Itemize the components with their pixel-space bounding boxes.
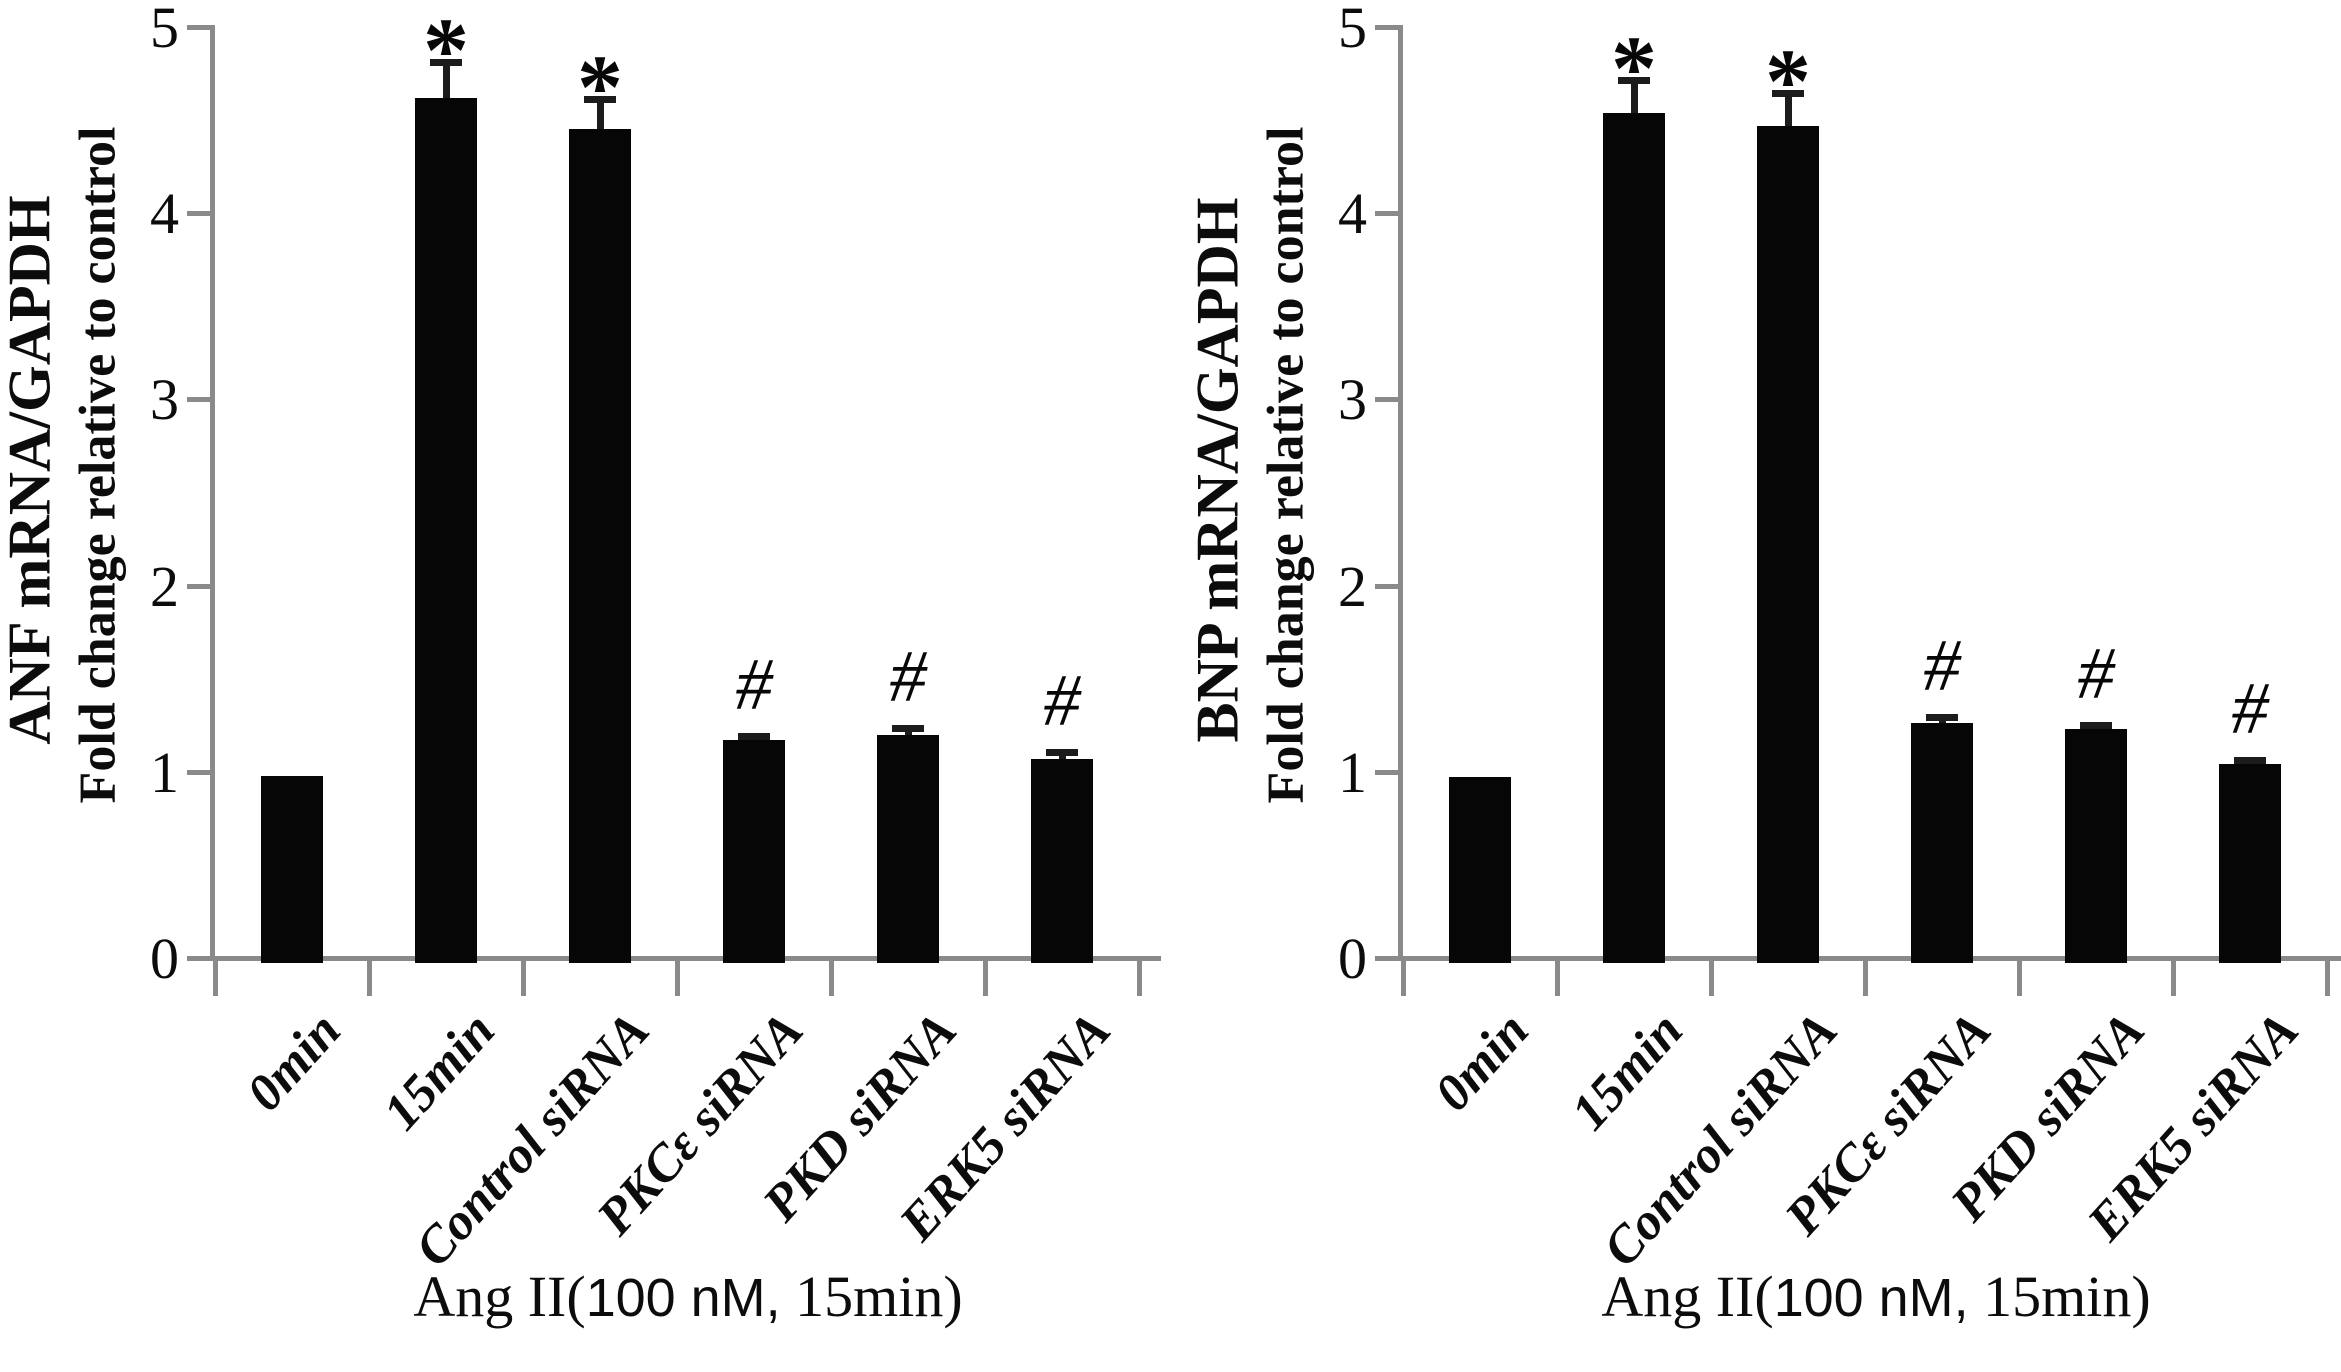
bnp-y-axis (1398, 25, 1403, 961)
anf-x-tick (675, 960, 680, 996)
bnp-x-axis (1398, 956, 2341, 961)
bnp-bar-2 (1603, 112, 1665, 963)
anf-error-bar-cap (892, 725, 924, 733)
bnp-x-tick (2017, 960, 2022, 996)
anf-x-axis (210, 956, 1161, 961)
bnp-x-tick (1709, 960, 1714, 996)
anf-y-axis-title-line1: ANF mRNA/GAPDH (0, 195, 63, 745)
bnp-caption-mid: 100 nM, (1773, 1268, 1969, 1328)
bnp-y-tick-label: 1 (1338, 739, 1367, 805)
anf-x-category-label: 0min (236, 1001, 353, 1122)
anf-x-tick (983, 960, 988, 996)
bnp-y-tick (1375, 769, 1403, 775)
bnp-bar-4 (1911, 723, 1973, 963)
anf-y-axis (210, 25, 215, 961)
anf-x-tick (521, 960, 526, 996)
bnp-significance-hash: # (2231, 667, 2269, 750)
bnp-error-bar-cap (1926, 714, 1958, 722)
bnp-y-tick-label: 3 (1338, 367, 1367, 433)
anf-bar-2 (415, 97, 477, 963)
anf-y-tick-label: 0 (150, 926, 179, 991)
anf-significance-hash: # (735, 643, 773, 726)
anf-x-tick (367, 960, 372, 996)
bnp-y-tick-label: 4 (1338, 181, 1367, 247)
anf-error-bar-stem (442, 61, 450, 98)
anf-y-tick-label: 3 (150, 367, 179, 433)
anf-y-tick-label: 1 (150, 739, 179, 805)
anf-x-axis-caption: Ang II(100 nM, 15min) (228, 1262, 1148, 1332)
bnp-bar-6 (2219, 764, 2281, 963)
bnp-error-bar-cap (1618, 77, 1650, 85)
anf-error-bar-cap (430, 58, 462, 66)
anf-error-bar-cap (584, 95, 616, 103)
bnp-x-tick (2171, 960, 2176, 996)
anf-bar-3 (569, 129, 631, 963)
bnp-x-category-label: 15min (1560, 1001, 1695, 1142)
bnp-y-tick-label: 5 (1338, 0, 1367, 60)
anf-y-tick (187, 956, 215, 961)
bnp-significance-star: * (1765, 30, 1811, 133)
bnp-error-bar-stem (1630, 80, 1638, 113)
anf-caption-suffix: 15min) (780, 1264, 963, 1329)
anf-x-category-label: 15min (372, 1001, 507, 1142)
anf-error-bar-stem (596, 98, 604, 130)
anf-caption-mid: 100 nM, (585, 1268, 781, 1328)
anf-y-tick-label: 2 (150, 553, 179, 619)
bnp-bar-1 (1449, 777, 1511, 963)
anf-y-tick (187, 769, 215, 775)
bnp-x-tick (1555, 960, 1560, 996)
anf-significance-star: * (577, 35, 623, 138)
anf-significance-star: * (423, 0, 469, 101)
anf-y-tick (187, 397, 215, 403)
bnp-caption-suffix: 15min) (1968, 1264, 2151, 1329)
anf-error-bar-cap (1046, 749, 1078, 757)
bnp-caption-prefix: Ang II( (1601, 1264, 1774, 1329)
anf-bar-6 (1031, 758, 1093, 963)
anf-x-tick (829, 960, 834, 996)
bnp-error-bar-cap (2234, 756, 2266, 764)
bnp-y-tick (1375, 956, 1403, 961)
anf-x-tick (213, 960, 218, 996)
bnp-x-tick (1401, 960, 1406, 996)
bnp-bar-5 (2065, 728, 2127, 963)
anf-significance-hash: # (1043, 660, 1081, 743)
anf-y-tick (187, 211, 215, 217)
bnp-x-category-label: 0min (1424, 1001, 1541, 1122)
anf-bar-5 (877, 734, 939, 963)
anf-y-tick (187, 583, 215, 589)
anf-bar-4 (723, 740, 785, 963)
anf-y-tick-label: 4 (150, 181, 179, 247)
bnp-y-tick (1375, 583, 1403, 589)
anf-error-bar-cap (738, 732, 770, 740)
bnp-y-tick (1375, 397, 1403, 403)
bnp-error-bar-cap (1772, 90, 1804, 98)
bnp-x-axis-caption: Ang II(100 nM, 15min) (1416, 1262, 2336, 1332)
bnp-y-tick (1375, 211, 1403, 217)
anf-significance-hash: # (889, 636, 927, 719)
anf-y-tick (187, 25, 215, 30)
bnp-y-axis-title-line1: BNP mRNA/GAPDH (1184, 197, 1251, 743)
bnp-error-bar-cap (2080, 721, 2112, 729)
bnp-y-tick (1375, 25, 1403, 30)
bnp-significance-star: * (1611, 17, 1657, 120)
anf-bar-1 (261, 775, 323, 963)
bnp-significance-hash: # (2077, 632, 2115, 715)
bnp-bar-3 (1757, 125, 1819, 963)
bnp-x-tick (2325, 960, 2330, 996)
bnp-significance-hash: # (1923, 625, 1961, 708)
anf-caption-prefix: Ang II( (413, 1264, 586, 1329)
bnp-error-bar-stem (1784, 93, 1792, 126)
bnp-x-tick (1863, 960, 1868, 996)
anf-x-tick (1137, 960, 1142, 996)
bnp-y-tick-label: 2 (1338, 553, 1367, 619)
anf-y-tick-label: 5 (150, 0, 179, 60)
bnp-y-tick-label: 0 (1338, 926, 1367, 991)
